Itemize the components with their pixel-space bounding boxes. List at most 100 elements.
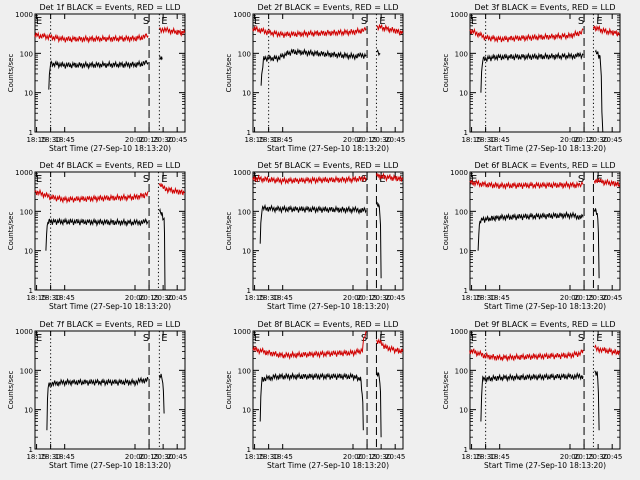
plot-panel-9: Det 9f BLACK = Events, RED = LLD 1 10 100 10… [442, 320, 622, 470]
x-tick-label: 18:15 [26, 136, 46, 144]
y-tick-label: 100 [238, 50, 251, 58]
x-tick-label: 18:45 [273, 294, 293, 302]
marker-label: S [361, 174, 367, 185]
plot-panel-3: Det 3f BLACK = Events, RED = LLD 1 10 100 10… [442, 3, 622, 153]
y-tick-label: 1000 [233, 11, 251, 19]
x-tick-label: 20:30 [588, 453, 608, 461]
x-tick-label: 20:15 [139, 136, 159, 144]
events-series-line [159, 55, 163, 61]
x-tick-label: 20:45 [385, 294, 405, 302]
events-series-line [259, 203, 367, 244]
y-tick-label: 1 [464, 129, 468, 137]
marker-label: S [578, 174, 584, 185]
x-tick-label: 18:30 [476, 453, 496, 461]
plot-panel-6: Det 6f BLACK = Events, RED = LLD 1 10 100 10… [442, 161, 622, 311]
x-tick-label: 18:30 [259, 453, 279, 461]
x-tick-label: 20:30 [153, 294, 173, 302]
events-series-line [594, 370, 600, 431]
panel-title: Det 5f BLACK = Events, RED = LLD [257, 161, 398, 170]
events-series-line [593, 208, 600, 279]
x-axis-label: Start Time (27-Sep-10 18:13:20) [267, 461, 389, 470]
lld-series-line [594, 344, 621, 357]
x-tick-label: 20:15 [574, 294, 594, 302]
x-tick-label: 20:15 [139, 453, 159, 461]
x-tick-label: 20:30 [588, 294, 608, 302]
y-tick-label: 100 [455, 50, 468, 58]
marker-label: E [471, 333, 477, 344]
marker-label: S [143, 174, 149, 185]
lld-series-line [252, 24, 367, 39]
y-tick-label: 10 [459, 248, 468, 256]
events-series-line [260, 47, 367, 86]
x-tick-label: 20:00 [343, 294, 363, 302]
x-tick-label: 20:00 [560, 294, 580, 302]
y-tick-label: 10 [242, 248, 251, 256]
x-tick-label: 20:00 [343, 136, 363, 144]
plot-frame [252, 13, 404, 133]
x-tick-label: 20:00 [343, 453, 363, 461]
x-axis-label: Start Time (27-Sep-10 18:13:20) [49, 144, 171, 153]
y-tick-label: 1 [247, 129, 251, 137]
events-series-line [480, 371, 584, 422]
x-axis-label: Start Time (27-Sep-10 18:13:20) [49, 302, 171, 311]
events-series-line [45, 217, 149, 251]
lld-series-line [158, 183, 185, 196]
y-tick-label: 100 [20, 208, 33, 216]
y-tick-label: 1000 [450, 11, 468, 19]
x-tick-label: 18:15 [244, 453, 264, 461]
x-tick-label: 20:45 [167, 453, 187, 461]
x-tick-label: 20:45 [602, 136, 622, 144]
y-tick-label: 1000 [15, 328, 33, 336]
events-series-line [477, 210, 584, 251]
marker-label: E [161, 16, 167, 27]
y-tick-label: 10 [459, 407, 468, 415]
x-tick-label: 18:45 [490, 294, 510, 302]
x-tick-label: 20:45 [167, 294, 187, 302]
y-tick-label: 100 [455, 367, 468, 375]
x-tick-label: 18:15 [26, 294, 46, 302]
marker-label: E [379, 333, 385, 344]
x-tick-label: 20:00 [125, 136, 145, 144]
marker-label: S [143, 16, 149, 27]
x-tick-label: 18:45 [490, 453, 510, 461]
x-tick-label: 20:30 [588, 136, 608, 144]
panel-title: Det 9f BLACK = Events, RED = LLD [474, 320, 615, 329]
plot-frame [34, 13, 186, 133]
panel-title: Det 8f BLACK = Events, RED = LLD [257, 320, 398, 329]
x-tick-label: 18:30 [476, 136, 496, 144]
x-tick-label: 18:45 [273, 453, 293, 461]
x-tick-label: 18:45 [273, 136, 293, 144]
y-tick-label: 1 [464, 446, 468, 454]
panel-title: Det 4f BLACK = Events, RED = LLD [39, 161, 180, 170]
x-axis-label: Start Time (27-Sep-10 18:13:20) [484, 144, 606, 153]
x-axis-label: Start Time (27-Sep-10 18:13:20) [267, 302, 389, 311]
y-tick-label: 10 [24, 90, 33, 98]
x-tick-label: 20:00 [560, 453, 580, 461]
x-axis-label: Start Time (27-Sep-10 18:13:20) [484, 461, 606, 470]
x-tick-label: 20:30 [371, 453, 391, 461]
plot-panel-7: Det 7f BLACK = Events, RED = LLD 1 10 100 10… [7, 320, 187, 470]
plot-frame [34, 330, 186, 450]
y-tick-label: 100 [20, 367, 33, 375]
marker-label: E [471, 16, 477, 27]
lld-series-line [376, 23, 404, 37]
panel-title: Det 7f BLACK = Events, RED = LLD [39, 320, 180, 329]
plot-frame [469, 13, 621, 133]
x-tick-label: 18:30 [41, 136, 61, 144]
y-tick-label: 10 [459, 90, 468, 98]
y-axis-label: Counts/sec [7, 371, 15, 410]
lld-series-line [593, 178, 621, 188]
y-tick-label: 1000 [233, 328, 251, 336]
y-tick-label: 1000 [233, 169, 251, 177]
x-tick-label: 18:30 [259, 136, 279, 144]
plot-panel-1: Det 1f BLACK = Events, RED = LLD 1 10 100 10… [7, 3, 187, 153]
lld-series-line [469, 27, 584, 44]
x-tick-label: 18:45 [490, 136, 510, 144]
y-axis-label: Counts/sec [442, 54, 450, 93]
events-series-line [480, 51, 584, 93]
y-axis-label: Counts/sec [7, 54, 15, 93]
plot-panel-2: Det 2f BLACK = Events, RED = LLD 1 10 100 10… [225, 3, 405, 153]
x-tick-label: 20:00 [125, 453, 145, 461]
x-tick-label: 18:15 [244, 294, 264, 302]
marker-label: E [36, 333, 42, 344]
